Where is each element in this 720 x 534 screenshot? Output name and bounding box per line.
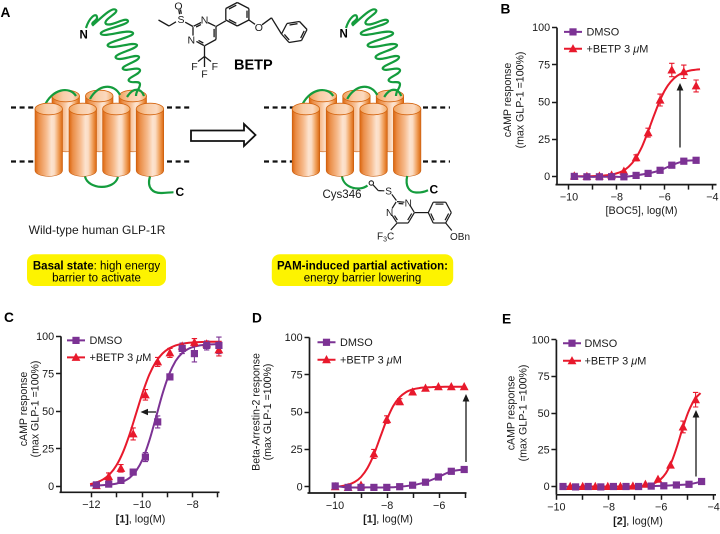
svg-text:25: 25 [538,134,550,146]
svg-text:(max GLP-1 =100%): (max GLP-1 =100%) [262,364,274,461]
svg-text:DMSO: DMSO [90,335,123,347]
svg-text:(max GLP-1 =100%): (max GLP-1 =100%) [30,361,42,458]
svg-text:25: 25 [538,445,550,457]
svg-text:N: N [201,15,209,27]
svg-text:75: 75 [291,369,303,381]
svg-text:100: 100 [285,332,303,344]
svg-text:25: 25 [291,444,303,456]
svg-text:+BETP 3 μM: +BETP 3 μM [90,352,152,364]
svg-text:DMSO: DMSO [587,27,620,39]
svg-text:−10: −10 [326,500,344,512]
svg-text:[1], log(M): [1], log(M) [363,514,413,526]
svg-text:−10: −10 [560,191,578,203]
svg-text:−10: −10 [547,502,565,514]
svg-text:−6: −6 [658,191,670,203]
svg-text:C: C [430,183,439,197]
svg-text:S: S [177,14,184,26]
svg-text:Wild-type human GLP-1R: Wild-type human GLP-1R [29,223,166,237]
svg-text:A: A [1,5,11,20]
svg-text:+BETP 3 μM: +BETP 3 μM [587,44,649,56]
svg-text:−6: −6 [655,502,667,514]
svg-text:+BETP 3 μM: +BETP 3 μM [585,356,647,368]
svg-text:cAMP response: cAMP response [18,372,30,447]
svg-text:N: N [340,29,348,41]
svg-text:50: 50 [291,407,303,419]
svg-text:DMSO: DMSO [585,338,618,350]
svg-text:0: 0 [544,481,550,493]
svg-text:75: 75 [538,59,550,71]
svg-text:25: 25 [42,444,54,456]
svg-text:0: 0 [297,481,303,493]
svg-text:N: N [386,208,393,219]
svg-text:−8: −8 [603,502,615,514]
svg-text:F: F [201,69,207,81]
svg-text:100: 100 [36,331,54,343]
svg-text:N: N [80,29,88,41]
svg-text:C: C [4,310,14,325]
svg-text:−8: −8 [381,500,393,512]
svg-text:S: S [385,186,392,197]
svg-text:O: O [255,22,263,34]
svg-text:−6: −6 [433,500,445,512]
svg-text:[2], log(M): [2], log(M) [613,516,663,528]
svg-text:O: O [174,1,182,13]
svg-text:cAMP response: cAMP response [506,376,518,451]
svg-text:energy barrier lowering: energy barrier lowering [304,273,422,285]
svg-text:BETP: BETP [234,58,273,74]
svg-text:D: D [252,311,262,326]
svg-text:Beta-Arrestin-2 response: Beta-Arrestin-2 response [251,353,263,471]
svg-text:−4: −4 [706,191,718,203]
svg-text:+BETP 3 μM: +BETP 3 μM [340,355,402,367]
svg-text:N: N [188,34,196,46]
svg-text:50: 50 [538,408,550,420]
svg-text:OBn: OBn [450,232,470,243]
svg-text:C: C [176,185,185,199]
svg-text:−4: −4 [707,502,719,514]
svg-text:(max GLP-1 =100%): (max GLP-1 =100%) [515,52,527,149]
svg-text:50: 50 [42,406,54,418]
svg-text:[BOC5], log(M): [BOC5], log(M) [606,205,678,217]
svg-text:−8: −8 [611,191,623,203]
svg-text:barrier to activate: barrier to activate [52,273,141,285]
svg-text:F: F [212,61,218,73]
svg-text:[1], log(M): [1], log(M) [116,514,166,526]
svg-text:−10: −10 [133,499,151,511]
svg-text:0: 0 [544,171,550,183]
svg-text:75: 75 [42,369,54,381]
svg-text:−12: −12 [82,499,100,511]
svg-text:B: B [501,1,511,16]
svg-text:100: 100 [532,335,550,347]
svg-text:0: 0 [48,481,54,493]
svg-text:DMSO: DMSO [340,337,373,349]
svg-text:cAMP response: cAMP response [502,63,514,138]
svg-text:N: N [405,198,412,209]
svg-text:Basal state: high energy: Basal state: high energy [33,260,160,272]
svg-text:(max GLP-1 =100%): (max GLP-1 =100%) [518,365,530,462]
svg-text:100: 100 [532,22,550,34]
svg-text:75: 75 [538,371,550,383]
svg-text:−8: −8 [186,499,198,511]
svg-text:PAM-induced partial activation: PAM-induced partial activation: [277,260,448,272]
svg-text:F: F [191,61,197,73]
svg-text:Cys346: Cys346 [323,189,362,201]
svg-text:E: E [502,312,511,327]
svg-text:50: 50 [538,97,550,109]
